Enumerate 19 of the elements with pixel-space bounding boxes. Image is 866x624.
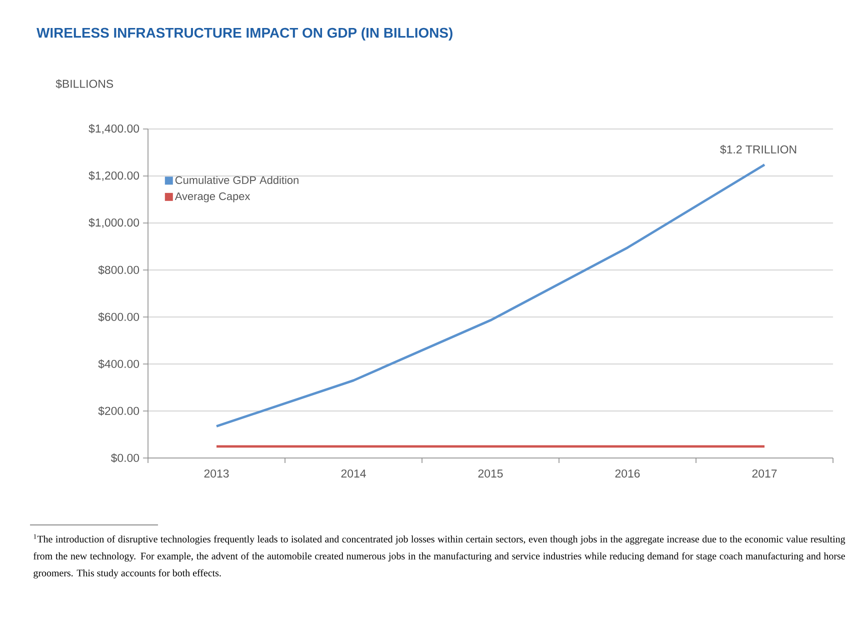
- y-tick-label: $1,000.00: [88, 218, 140, 228]
- x-tick-label: 2013: [204, 469, 229, 478]
- x-tick-label: 2015: [478, 469, 503, 478]
- y-tick-label: $0.00: [110, 453, 140, 463]
- text: $^{1}$The introduction of disruptive technologies frequently leads to isolated and concentrated job losses within certain sectors, even though jobs in the aggregate increase due to the economic value resulting from the new technology. For example, the advent of the automobile created numerous jobs in the manufacturing and service industries while reducing demand for stage coach manufacturing and horse groomers. This study accounts for both effects.: [34, 534, 846, 578]
- x-tick-label: 2017: [752, 469, 777, 478]
- legend-label: Average Capex: [174, 192, 250, 202]
- annotation: $1.2 TRILLION: [720, 144, 796, 154]
- y-tick-label: $400.00: [98, 359, 140, 369]
- chart-title: WIRELESS INFRASTRUCTURE IMPACT ON GDP (IN BILLIONS): [36, 27, 452, 40]
- y-axis-title: $BILLIONS: [56, 79, 114, 89]
- x-tick-label: 2016: [615, 469, 640, 478]
- y-tick-label: $1,400.00: [88, 124, 140, 134]
- legend-label: Cumulative GDP Addition: [175, 176, 298, 184]
- x-tick-label: 2014: [341, 469, 366, 478]
- y-tick-label: $800.00: [98, 265, 140, 275]
- y-tick-label: $200.00: [98, 406, 140, 416]
- y-tick-label: $1,200.00: [88, 171, 140, 181]
- y-tick-label: $600.00: [98, 312, 140, 322]
